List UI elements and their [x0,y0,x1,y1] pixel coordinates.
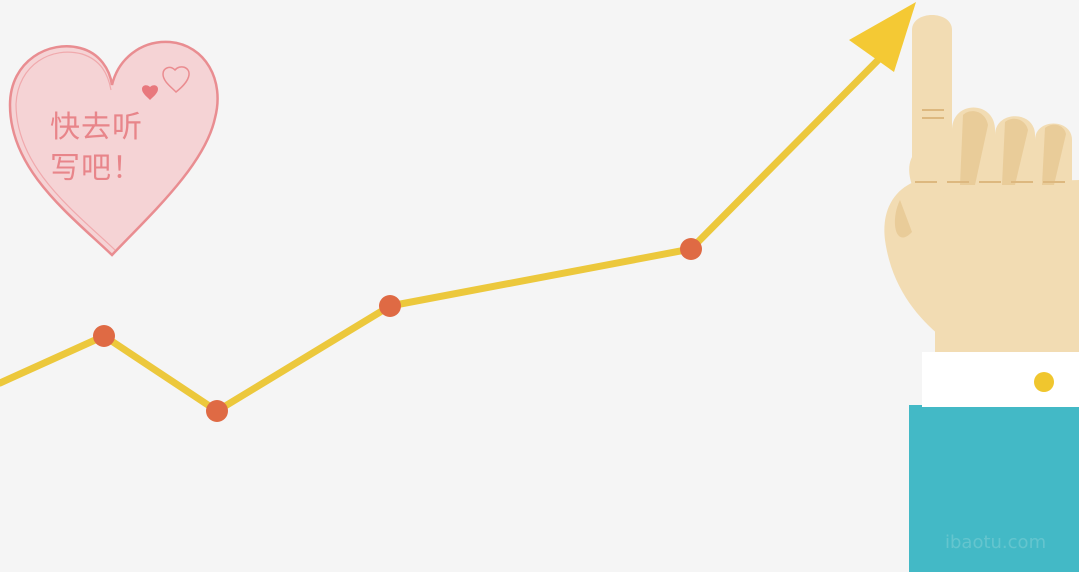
finger-shadow [1042,124,1066,185]
shirt-cuff [922,352,1079,407]
heart-badge: 快去听 写吧！ [8,40,219,257]
pointing-up-hand-icon [884,15,1079,572]
heart-shape [8,40,219,257]
data-point [379,295,401,317]
watermark: ibaotu.com [945,532,1046,553]
index-finger [912,15,952,200]
arrow-head [849,2,916,72]
finger-shadow [960,111,988,185]
sleeve [909,405,1079,572]
finger-shadow [1002,118,1028,185]
heart-text-line1: 快去听 [50,110,143,145]
cuff-button [1034,372,1054,392]
thumb-shadow [894,200,912,238]
trend-line [0,44,894,415]
small-heart-filled-icon [142,85,158,100]
heart-text-line2: 写吧！ [50,151,143,186]
data-point [680,238,702,260]
heart-shape-sketch [15,51,116,251]
data-point [93,325,115,347]
data-point [206,400,228,422]
small-heart-outline-icon [162,66,190,94]
